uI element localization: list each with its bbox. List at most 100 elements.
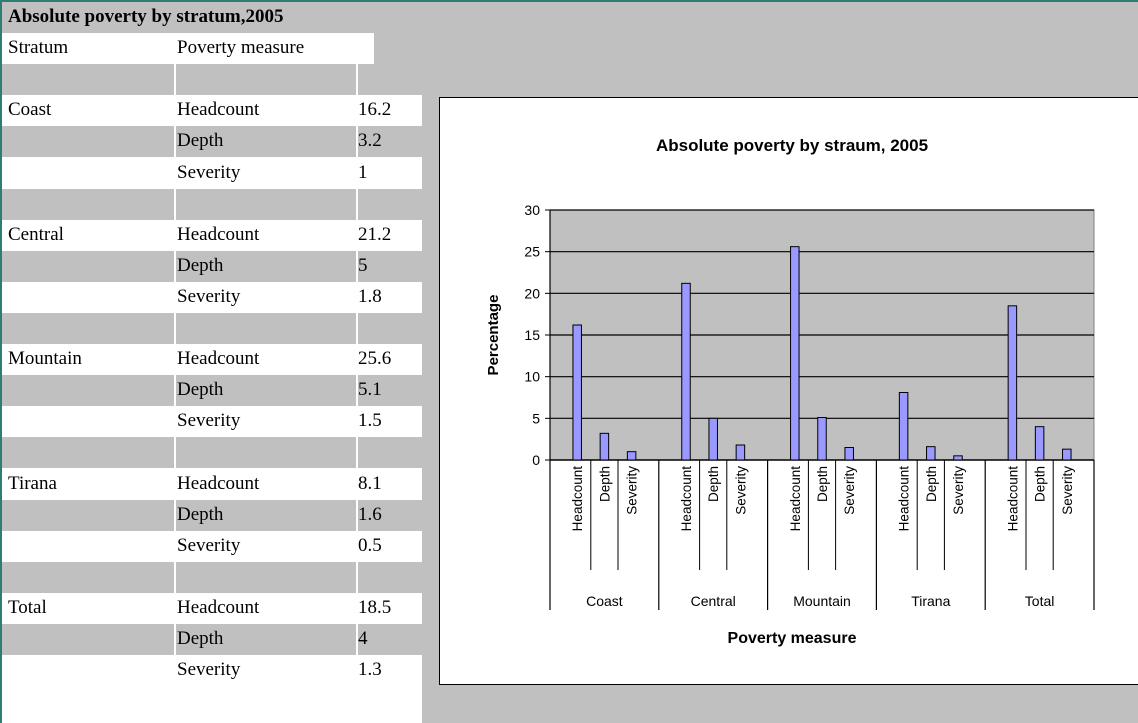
y-tick-label: 0 (532, 452, 540, 468)
bar (708, 417, 718, 461)
cell-shading (2, 313, 174, 344)
cell-shading (2, 437, 174, 468)
cell-shading (358, 500, 422, 531)
measure-label: Severity (177, 286, 241, 307)
bar (953, 455, 963, 461)
cell-shading (2, 2, 422, 33)
table-row: Mountain Headcount 25.6 (2, 344, 422, 375)
x-category-label: Severity (842, 466, 857, 515)
table-row: Depth 4 (2, 624, 422, 655)
x-group-label: Total (1025, 593, 1055, 609)
value-cell: 1.5 (358, 410, 382, 431)
x-group-label: Mountain (793, 593, 851, 609)
measure-label: Depth (177, 379, 224, 400)
separator-row (2, 562, 422, 593)
separator-row (2, 64, 422, 95)
x-group-label: Tirana (911, 593, 950, 609)
measure-label: Depth (177, 255, 224, 276)
measure-label: Depth (177, 130, 224, 151)
bar (1007, 305, 1018, 461)
y-tick-label: 5 (532, 410, 540, 426)
cell-shading (176, 375, 356, 406)
table-row: Severity 0.5 (2, 531, 422, 562)
bar (898, 392, 909, 461)
x-category-label: Severity (1060, 466, 1075, 515)
cell-shading (2, 562, 174, 593)
value-cell: 0.5 (358, 535, 382, 556)
measure-label: Headcount (177, 597, 260, 618)
measure-label: Severity (177, 535, 241, 556)
bar (817, 417, 827, 461)
value-cell: 5 (358, 255, 368, 276)
measure-label: Severity (177, 162, 241, 183)
cell-shading (358, 562, 422, 593)
y-axis-label: Percentage (485, 295, 502, 376)
cell-shading (2, 251, 174, 282)
x-category-label: Depth (924, 466, 939, 502)
x-category-label: Headcount (679, 466, 694, 532)
table-row: Severity 1.3 (2, 655, 422, 686)
value-cell: 25.6 (358, 348, 392, 369)
bar (926, 446, 936, 461)
table-row: Tirana Headcount 8.1 (2, 469, 422, 500)
cell-shading (358, 251, 422, 282)
cell-shading (358, 313, 422, 344)
cell-shading (2, 375, 174, 406)
cell-shading (176, 500, 356, 531)
stratum-label: Tirana (8, 473, 57, 494)
value-cell: 8.1 (358, 473, 382, 494)
table-row: Depth 5 (2, 251, 422, 282)
value-cell: 1.3 (358, 659, 382, 680)
chart-container: 0 5 10 15 20 25 30 Absolute poverty by straum, … (439, 97, 1138, 685)
stratum-label: Total (8, 597, 47, 618)
bar (572, 324, 582, 461)
table-header-row: Stratum Poverty measure (2, 33, 422, 64)
table-title: Absolute poverty by stratum,2005 (8, 6, 284, 27)
x-group-label: Coast (586, 593, 623, 609)
value-cell: 21.2 (358, 224, 392, 245)
value-cell: 1 (358, 162, 368, 183)
measure-label: Severity (177, 659, 241, 680)
separator-row (2, 313, 422, 344)
value-cell: 4 (358, 628, 368, 649)
y-tick-label: 15 (524, 327, 540, 343)
cell-shading (176, 251, 356, 282)
cell-shading (358, 375, 422, 406)
cell-shading (358, 64, 422, 95)
table-row: Coast Headcount 16.2 (2, 95, 422, 126)
bar (626, 451, 637, 461)
data-table: Absolute poverty by stratum,2005 Stratum P… (2, 2, 422, 723)
bar-chart: 0 5 10 15 20 25 30 Absolute poverty by straum, … (485, 136, 1095, 647)
cell-shading (176, 562, 356, 593)
x-category-label: Severity (625, 466, 640, 515)
chart-title: Absolute poverty by straum, 2005 (656, 136, 928, 155)
value-cell: 1.6 (358, 504, 382, 525)
table-row: Depth 1.6 (2, 500, 422, 531)
table-row: Central Headcount 21.2 (2, 220, 422, 251)
y-tick-label: 25 (524, 244, 540, 260)
measure-label: Headcount (177, 473, 260, 494)
table-row: Total Headcount 18.5 (2, 593, 422, 624)
cell-shading (176, 126, 356, 157)
cell-shading (2, 189, 174, 220)
table-row: Depth 5.1 (2, 375, 422, 406)
table-row: Severity 1.5 (2, 406, 422, 437)
cell-shading (176, 624, 356, 655)
cell-shading (2, 500, 174, 531)
x-category-label: Depth (1033, 466, 1048, 502)
cell-shading (374, 33, 422, 64)
bar (790, 246, 800, 461)
table-title-row: Absolute poverty by stratum,2005 (2, 2, 422, 33)
y-tick-label: 20 (524, 285, 540, 301)
measure-label: Severity (177, 410, 241, 431)
measure-label: Headcount (177, 224, 260, 245)
measure-label: Depth (177, 504, 224, 525)
table-row: Depth 3.2 (2, 126, 422, 157)
measure-label: Headcount (177, 348, 260, 369)
stratum-label: Coast (8, 99, 52, 120)
value-cell: 1.8 (358, 286, 382, 307)
bar (1062, 448, 1072, 461)
cell-shading (176, 189, 356, 220)
bar (844, 447, 854, 461)
